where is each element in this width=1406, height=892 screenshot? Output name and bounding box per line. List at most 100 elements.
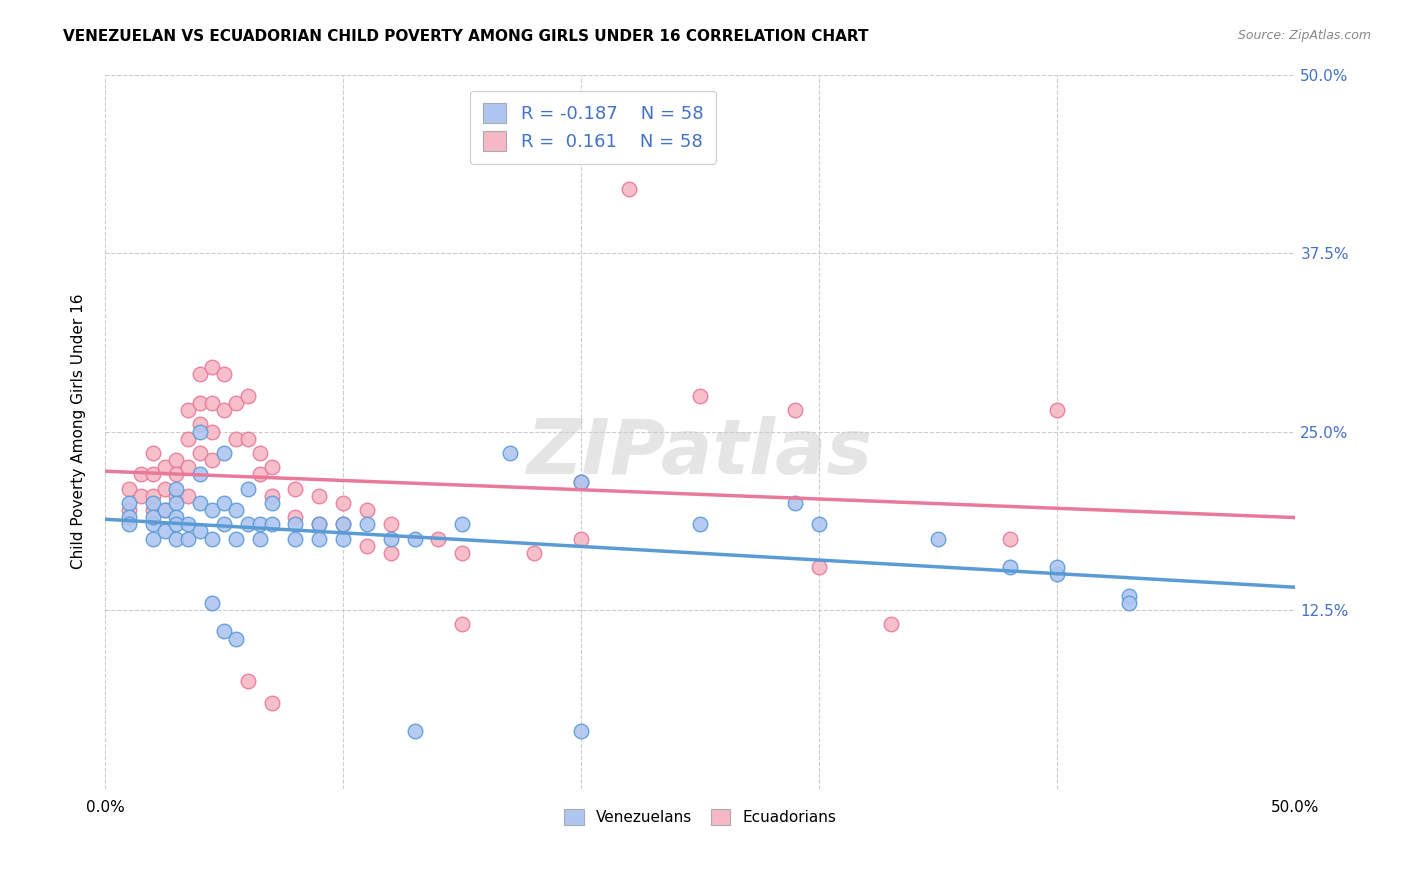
Point [689,389,711,403]
Point [785,496,807,510]
Point [212,517,235,532]
Point [284,510,307,524]
Point [808,517,831,532]
Point [201,596,224,610]
Point [404,532,426,546]
Point [188,524,211,539]
Point [404,724,426,739]
Point [332,532,354,546]
Point [308,532,330,546]
Point [569,724,592,739]
Point [356,539,378,553]
Point [142,517,165,532]
Point [1118,596,1140,610]
Point [380,517,402,532]
Point [212,624,235,639]
Point [153,460,176,475]
Point [177,489,200,503]
Point [569,475,592,489]
Point [201,425,224,439]
Text: ZIPatlas: ZIPatlas [527,416,873,490]
Point [332,517,354,532]
Point [212,403,235,417]
Point [188,396,211,410]
Point [118,517,141,532]
Point [308,517,330,532]
Point [165,517,187,532]
Point [308,489,330,503]
Point [284,517,307,532]
Point [260,496,283,510]
Point [153,503,176,517]
Point [236,482,259,496]
Point [380,532,402,546]
Point [153,524,176,539]
Point [165,489,187,503]
Point [308,517,330,532]
Point [201,532,224,546]
Point [188,417,211,432]
Point [332,496,354,510]
Point [153,482,176,496]
Point [260,517,283,532]
Point [153,503,176,517]
Point [142,467,165,482]
Point [1046,560,1069,574]
Point [451,617,474,632]
Point [499,446,522,460]
Point [142,503,165,517]
Point [142,496,165,510]
Point [118,482,141,496]
Point [165,467,187,482]
Point [177,460,200,475]
Point [356,517,378,532]
Point [188,496,211,510]
Point [236,432,259,446]
Point [260,696,283,710]
Text: VENEZUELAN VS ECUADORIAN CHILD POVERTY AMONG GIRLS UNDER 16 CORRELATION CHART: VENEZUELAN VS ECUADORIAN CHILD POVERTY A… [63,29,869,44]
Point [188,446,211,460]
Point [188,368,211,382]
Point [225,532,247,546]
Point [142,489,165,503]
Point [998,532,1021,546]
Point [225,432,247,446]
Point [177,517,200,532]
Legend: Venezuelans, Ecuadorians: Venezuelans, Ecuadorians [555,799,845,834]
Point [284,482,307,496]
Point [129,467,152,482]
Point [165,510,187,524]
Point [212,446,235,460]
Point [165,532,187,546]
Point [118,496,141,510]
Point [617,182,640,196]
Point [177,432,200,446]
Point [569,475,592,489]
Point [927,532,949,546]
Point [427,532,450,546]
Point [201,503,224,517]
Point [118,503,141,517]
Point [165,453,187,467]
Point [1118,589,1140,603]
Point [522,546,544,560]
Point [1046,567,1069,582]
Point [808,560,831,574]
Point [201,453,224,467]
Point [165,482,187,496]
Point [212,496,235,510]
Point [177,532,200,546]
Point [212,368,235,382]
Point [249,532,271,546]
Point [569,532,592,546]
Point [998,560,1021,574]
Point [236,517,259,532]
Point [1046,403,1069,417]
Point [249,517,271,532]
Point [142,510,165,524]
Point [142,446,165,460]
Point [177,403,200,417]
Y-axis label: Child Poverty Among Girls Under 16: Child Poverty Among Girls Under 16 [72,293,86,569]
Point [879,617,901,632]
Point [201,396,224,410]
